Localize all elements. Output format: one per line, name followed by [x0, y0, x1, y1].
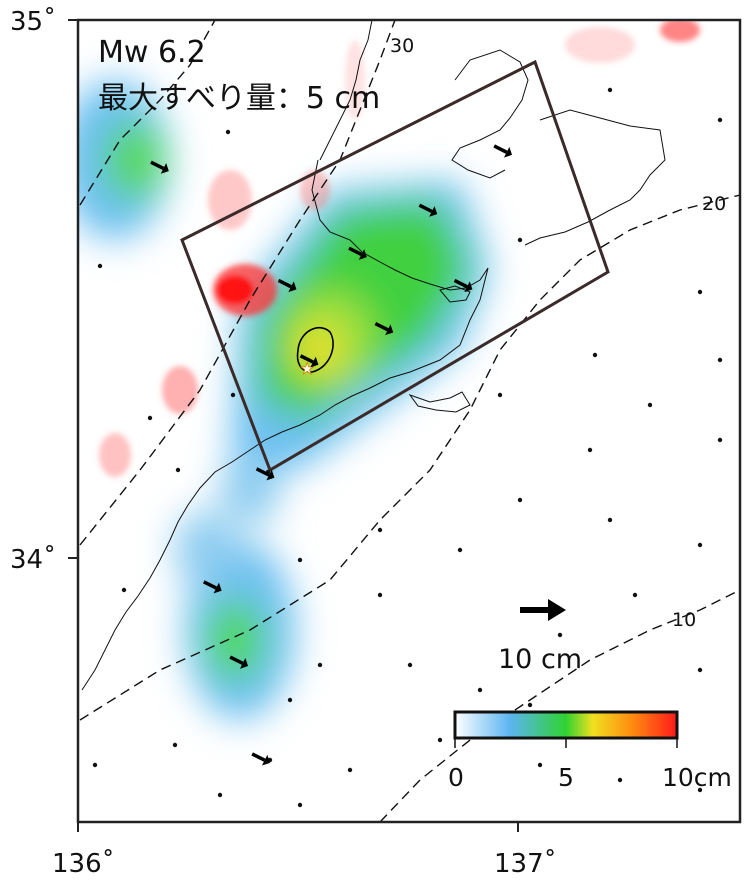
gnss-stations	[92, 87, 723, 808]
lat-label-34: 34˚	[10, 545, 56, 575]
contour-label-20: 20	[702, 193, 726, 215]
depth-contours	[79, 20, 740, 822]
slip-arrows	[150, 144, 513, 766]
colorbar-label-5: 5	[558, 763, 574, 792]
slip-arrow-head	[288, 281, 297, 293]
slip-arrow-shaft	[453, 278, 468, 289]
slip-arrow-head	[266, 469, 275, 481]
slip-arrow-shaft	[493, 144, 508, 154]
max-slip-label: 最大すべり量：5 cm	[98, 81, 380, 116]
map-frame	[76, 18, 742, 824]
scale-arrow-label: 10 cm	[498, 644, 582, 675]
slip-arrow-head	[160, 163, 169, 174]
slip-arrow-shaft	[277, 278, 292, 289]
slip-arrow-shaft	[150, 160, 165, 170]
magnitude-label: Mw 6.2	[98, 35, 206, 70]
slip-arrow-head	[239, 657, 249, 669]
colorbar-label-10: 10cm	[662, 763, 732, 792]
epicenter-star: ★	[300, 359, 314, 378]
slip-arrow-head	[358, 249, 367, 260]
slip-arrow-head	[429, 206, 438, 217]
slip-distribution	[78, 80, 490, 720]
slip-arrow-head	[213, 582, 222, 594]
slip-arrow-head	[464, 281, 473, 293]
contour-label-30: 30	[390, 35, 414, 57]
contour-label-10: 10	[672, 609, 696, 631]
slip-arrow-shaft	[348, 246, 363, 257]
slip-arrow-head	[310, 356, 319, 368]
colorbar-label-0: 0	[448, 763, 464, 792]
slip-arrow-shaft	[229, 655, 244, 665]
slip-arrow-head	[503, 146, 513, 158]
slip-arrow-head	[385, 324, 394, 336]
slip-arrow-shaft	[251, 752, 266, 762]
colorbar-ticks	[454, 738, 678, 748]
max-slip-contour	[296, 326, 334, 373]
lon-label-136: 136˚	[52, 849, 115, 879]
slip-arrow-shaft	[299, 354, 314, 364]
slip-arrow-shaft	[374, 321, 389, 332]
lon-label-137: 137˚	[494, 849, 557, 879]
slip-arrow-shaft	[418, 203, 433, 213]
coastline	[81, 20, 666, 691]
scale-arrow	[520, 599, 566, 621]
axis-ticks	[68, 19, 519, 832]
lat-label-35: 35˚	[10, 7, 56, 37]
fault-model-rectangle	[180, 59, 610, 473]
slip-arrow-shaft	[202, 580, 218, 590]
colorbar	[453, 710, 679, 740]
slip-arrow-head	[261, 754, 271, 766]
slip-arrow-shaft	[255, 467, 270, 477]
